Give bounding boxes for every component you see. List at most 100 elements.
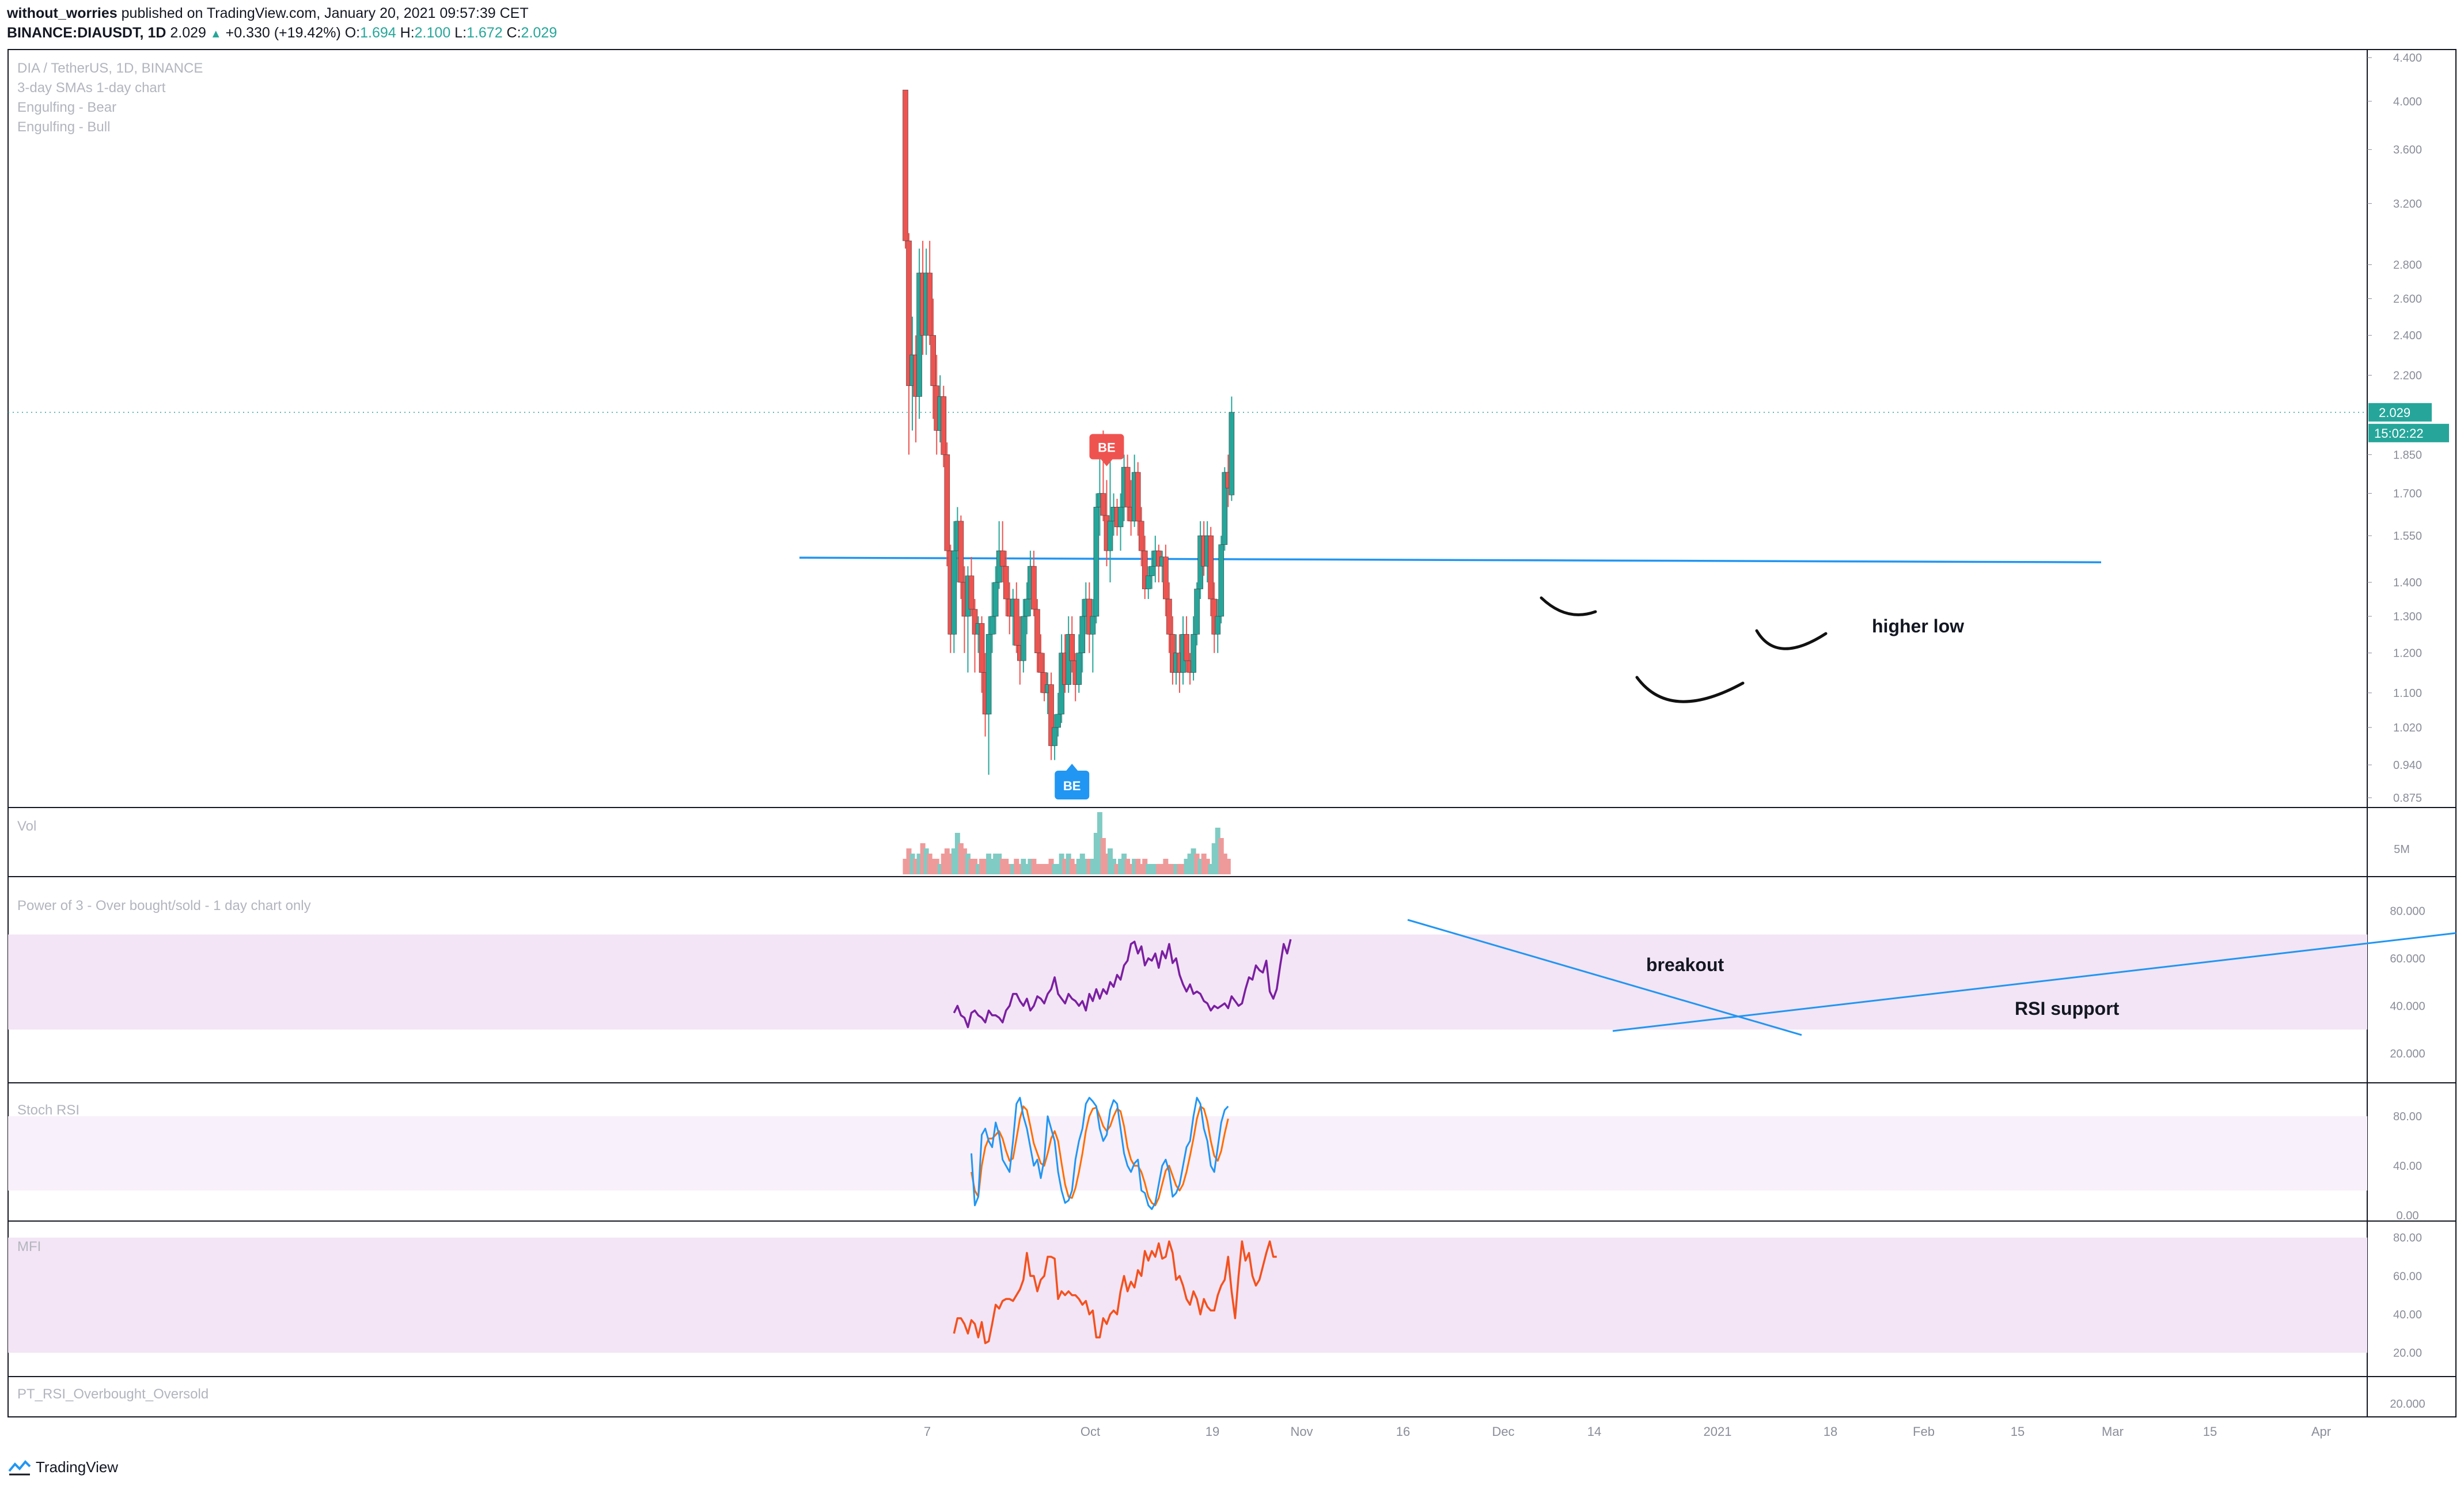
chart-border xyxy=(7,49,2457,1417)
volume-bar xyxy=(996,854,1002,874)
volume-bar xyxy=(1163,859,1169,874)
volume-bar xyxy=(1093,833,1099,874)
bull-marker-box xyxy=(1055,771,1090,799)
candle-body xyxy=(1145,575,1151,589)
candle xyxy=(1041,653,1047,702)
tradingview-brand[interactable]: TradingView xyxy=(36,1458,119,1476)
low-label: L: xyxy=(454,25,467,41)
candle xyxy=(1093,493,1100,624)
volume-tick-label: 5M xyxy=(2394,843,2410,856)
volume-bar xyxy=(972,859,977,874)
volume-bar xyxy=(1166,864,1172,874)
candle xyxy=(1184,616,1189,673)
handdrawn-low-1 xyxy=(1540,596,1597,616)
bear-marker-box xyxy=(1089,434,1124,460)
symbol-label: BINANCE:DIAUSDT, 1D xyxy=(7,25,166,41)
low-value: 1.672 xyxy=(467,25,503,41)
candle-body xyxy=(1148,566,1155,577)
volume-bar xyxy=(1045,864,1051,874)
candle xyxy=(1208,526,1214,617)
volume-bar xyxy=(1222,854,1227,874)
volume-bar xyxy=(1024,864,1030,874)
close-value: 2.029 xyxy=(521,25,558,41)
volume-bar xyxy=(1021,859,1026,874)
volume-bar xyxy=(927,854,932,874)
candle xyxy=(968,556,975,617)
candle-body xyxy=(1163,556,1169,600)
osc-tick-label: 40.00 xyxy=(2393,1309,2422,1321)
rsi-line xyxy=(953,939,1292,1029)
tradingview-logo-icon[interactable] xyxy=(8,1458,31,1476)
osc-tick-label: 40.00 xyxy=(2393,1160,2422,1173)
candle xyxy=(930,298,936,419)
candle xyxy=(1079,598,1086,673)
candle xyxy=(1003,551,1009,617)
volume-bar xyxy=(909,854,915,874)
volume-bar xyxy=(1180,864,1186,874)
candle xyxy=(1142,536,1148,599)
pt-rsi-tick-label: 20.000 xyxy=(2390,1398,2425,1411)
band-fill xyxy=(8,1237,2367,1353)
volume-bar xyxy=(1076,859,1082,874)
candle-body xyxy=(1021,616,1026,661)
candle-body xyxy=(1048,684,1054,746)
stoch-d-line xyxy=(971,1105,1229,1207)
candle-body xyxy=(1076,653,1082,685)
candle-body xyxy=(1055,714,1061,728)
candle-body xyxy=(1024,598,1030,617)
volume-bar xyxy=(1003,859,1009,874)
close-label: C: xyxy=(506,25,521,41)
candle xyxy=(1222,467,1228,551)
annotation-higher-low: higher low xyxy=(1872,616,1964,636)
volume-bar xyxy=(1083,859,1089,874)
volume-bar xyxy=(1177,864,1182,874)
candle xyxy=(951,521,957,653)
publish-info: published on TradingView.com, January 20… xyxy=(121,5,529,21)
candle xyxy=(1124,454,1131,521)
candle-body xyxy=(903,89,908,241)
candle-body xyxy=(1194,589,1200,635)
volume-bar xyxy=(965,854,971,874)
volume-bar xyxy=(951,848,957,874)
candle-body xyxy=(1003,566,1009,600)
osc-tick-label: 20.00 xyxy=(2393,1347,2422,1360)
candle xyxy=(1055,692,1061,737)
volume-bar xyxy=(1201,854,1207,874)
legend-entry: DIA / TetherUS, 1D, BINANCE xyxy=(17,60,203,76)
candle xyxy=(1069,616,1075,673)
price-tick-label: 2.600 xyxy=(2393,293,2422,306)
volume-bar xyxy=(954,833,960,874)
candle-body xyxy=(968,575,975,610)
mfi-pane: 80.00 60.00 40.00 20.00 MFI xyxy=(8,1232,2422,1360)
volume-bar xyxy=(1159,864,1165,874)
candle xyxy=(1194,582,1200,646)
time-tick-label: Mar xyxy=(2102,1424,2124,1439)
candle xyxy=(1034,598,1040,673)
price-tick-label: 2.200 xyxy=(2393,369,2422,382)
candle-body xyxy=(996,550,1002,583)
time-tick-label: 16 xyxy=(1396,1424,1410,1439)
candle xyxy=(1090,598,1096,673)
osc-tick-label: 60.000 xyxy=(2390,953,2425,965)
volume-bar xyxy=(1014,859,1019,874)
candle-body xyxy=(1014,598,1019,646)
time-tick-label: Oct xyxy=(1081,1424,1100,1439)
candle-body xyxy=(1215,616,1221,635)
candle xyxy=(927,241,932,345)
time-tick-label: Feb xyxy=(1913,1424,1935,1439)
volume-bar xyxy=(1153,864,1158,874)
price-tick-label: 1.850 xyxy=(2393,449,2422,461)
countdown-badge-bg xyxy=(2368,423,2449,442)
candle xyxy=(992,566,999,635)
handdrawn-low-3 xyxy=(1755,629,1828,650)
author-name[interactable]: without_worries xyxy=(7,5,117,21)
candle-body xyxy=(958,521,964,583)
pane-title: Power of 3 - Over bought/sold - 1 day ch… xyxy=(17,898,311,913)
price-tick-label: 3.200 xyxy=(2393,198,2422,210)
candle-body xyxy=(1135,472,1141,522)
time-tick-label: 2021 xyxy=(1704,1424,1732,1439)
candle-body xyxy=(989,616,995,635)
volume-bar xyxy=(1146,864,1151,874)
volume-title: Vol xyxy=(17,818,36,834)
